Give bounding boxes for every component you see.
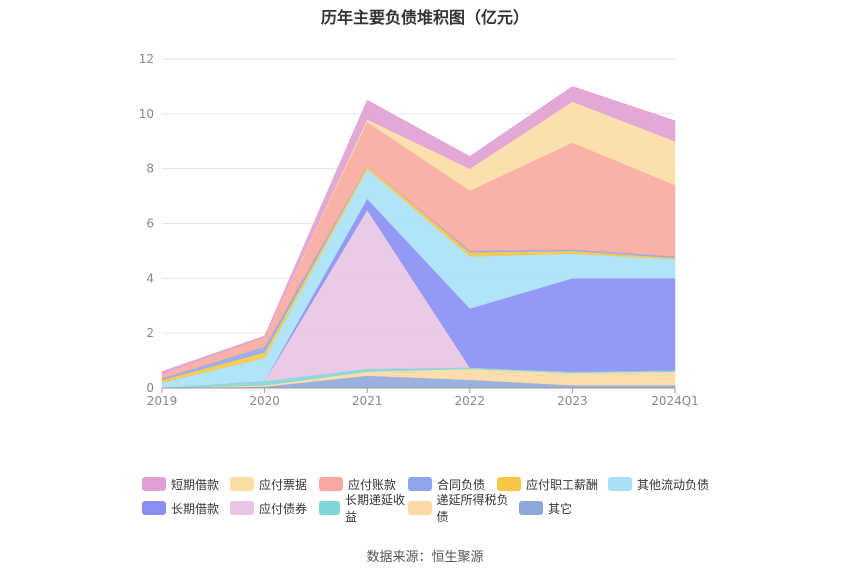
x-tick-label: 2019 [147,394,178,408]
legend-item[interactable]: 应付债券 [230,500,319,517]
legend-label: 长期递延收益 [345,493,406,524]
legend-item[interactable]: 合同负债 [408,476,497,493]
legend-swatch [142,501,166,515]
y-tick-label: 8 [146,162,154,176]
legend-swatch [519,501,543,515]
legend-item[interactable]: 其它 [519,500,579,517]
chart-title: 历年主要负债堆积图（亿元） [320,8,529,27]
x-tick-label: 2021 [352,394,383,408]
legend: 短期借款 应付票据 应付账款 合同负债 应付职工薪酬 其他流动负债长期借款 应付债券 长期递延… [142,472,742,524]
legend-swatch [497,477,521,491]
legend-label: 应付职工薪酬 [526,477,599,492]
legend-row: 长期借款 应付债券 长期递延收益 递延所得税负债 其它 [142,493,742,524]
legend-row: 短期借款 应付票据 应付账款 合同负债 应付职工薪酬 其他流动负债 [142,472,742,496]
legend-label: 应付票据 [259,477,308,492]
legend-label: 应付账款 [348,477,397,492]
legend-label: 短期借款 [171,477,220,492]
area-短期借款 [161,86,676,375]
x-tick-label: 2022 [455,394,486,408]
legend-label: 其它 [548,501,573,516]
legend-label: 递延所得税负债 [436,493,509,524]
y-tick-label: 6 [146,217,154,231]
legend-swatch [408,501,432,515]
legend-label: 应付债券 [259,501,308,516]
legend-swatch [142,477,166,491]
legend-item[interactable]: 长期借款 [142,500,230,517]
legend-item[interactable]: 短期借款 [142,476,230,493]
legend-item[interactable]: 应付票据 [230,476,319,493]
y-tick-label: 0 [146,381,154,395]
y-tick-label: 4 [146,271,154,285]
legend-label: 长期借款 [171,501,220,516]
legend-item[interactable]: 应付职工薪酬 [497,476,608,493]
area-series [161,86,676,389]
stacked-area-chart: 0 2 4 6 8 10 12 2019 2020 2021 2022 2023 2024Q1 [139,52,699,408]
x-tick-label: 2024Q1 [651,394,699,408]
legend-label: 其他流动负债 [637,477,710,492]
legend-swatch [608,477,632,491]
legend-swatch [230,477,254,491]
legend-label: 合同负债 [437,477,486,492]
x-tick-label: 2023 [557,394,588,408]
axes: 0 2 4 6 8 10 12 2019 2020 2021 2022 2023 2024Q1 [139,52,699,408]
legend-swatch [319,501,340,515]
legend-item[interactable]: 递延所得税负债 [408,491,519,525]
legend-swatch [408,477,432,491]
legend-item[interactable]: 其他流动负债 [608,476,718,493]
legend-swatch [230,501,254,515]
legend-swatch [319,477,343,491]
x-tick-label: 2020 [249,394,280,408]
y-tick-label: 10 [139,107,154,121]
data-source: 数据来源：恒生聚源 [366,550,484,565]
legend-item[interactable]: 长期递延收益 [319,491,408,525]
y-tick-label: 2 [146,326,154,340]
legend-item[interactable]: 应付账款 [319,476,408,493]
y-tick-label: 12 [139,52,154,66]
